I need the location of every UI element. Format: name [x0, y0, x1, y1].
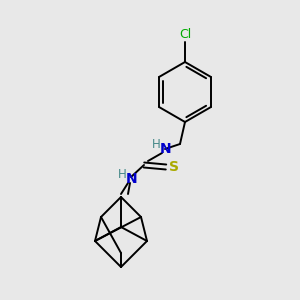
Text: H: H	[118, 169, 126, 182]
Text: N: N	[160, 142, 172, 156]
Text: H: H	[152, 139, 160, 152]
Text: N: N	[126, 172, 138, 186]
Text: S: S	[169, 160, 179, 174]
Text: Cl: Cl	[179, 28, 191, 41]
